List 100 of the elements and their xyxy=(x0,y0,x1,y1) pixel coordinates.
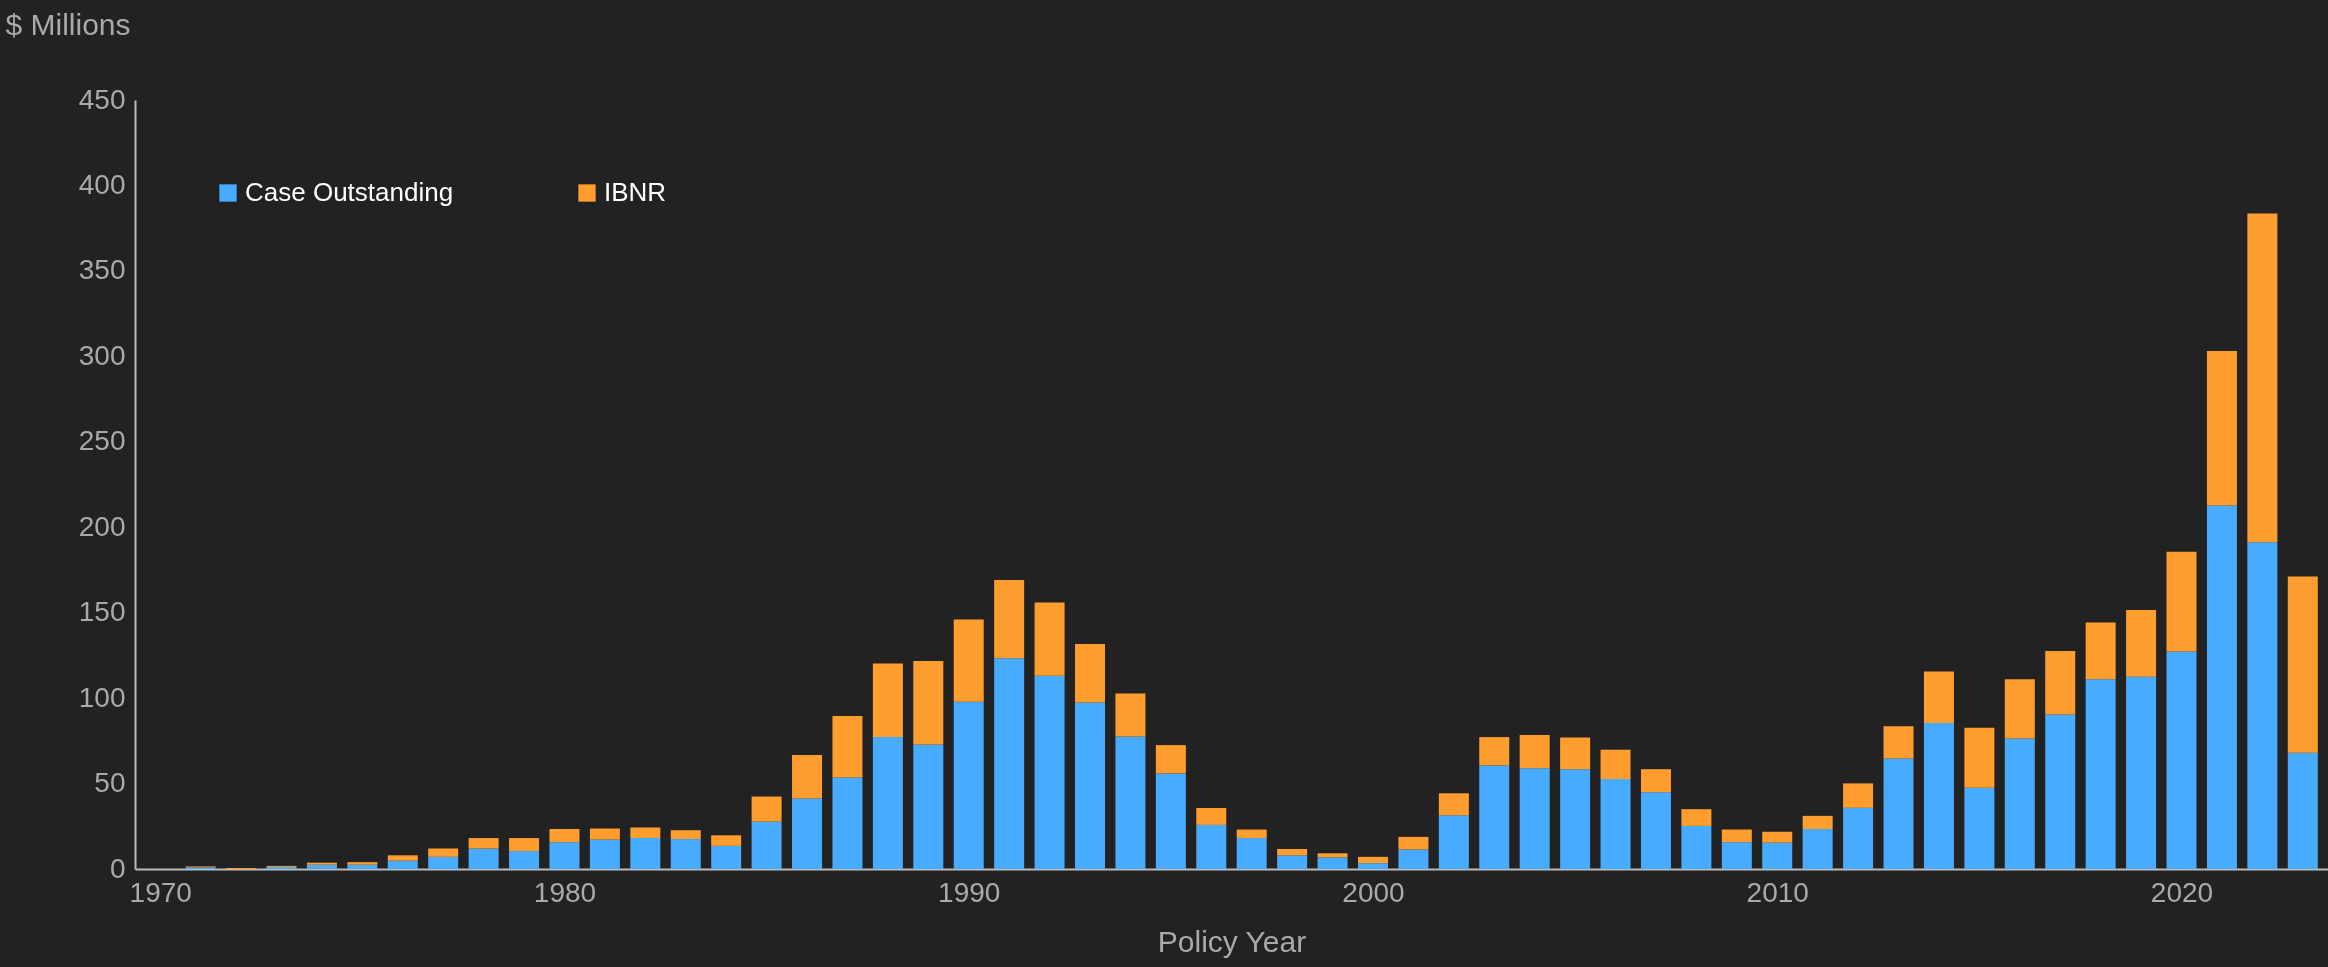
y-tick-label: 450 xyxy=(78,83,126,115)
bar xyxy=(1438,815,1469,869)
bar xyxy=(711,835,742,846)
bar xyxy=(1640,769,1671,793)
y-tick-label: 400 xyxy=(78,168,126,200)
bar xyxy=(1075,644,1106,703)
y-tick-label: 150 xyxy=(78,596,126,628)
bar xyxy=(994,580,1025,659)
bar xyxy=(2206,351,2237,506)
bar xyxy=(1560,769,1591,869)
bar xyxy=(1681,809,1712,826)
x-tick-label: 1990 xyxy=(938,876,1001,908)
bar xyxy=(1236,838,1267,869)
bar xyxy=(306,864,337,869)
bar xyxy=(2247,213,2278,543)
bar xyxy=(1964,727,1995,788)
bar xyxy=(832,716,863,778)
bar xyxy=(1721,842,1752,869)
bar xyxy=(1317,853,1348,858)
bar xyxy=(387,855,418,861)
bar xyxy=(468,848,499,869)
bar xyxy=(670,839,701,869)
bar xyxy=(2004,679,2035,739)
bar xyxy=(751,821,782,869)
y-tick-label: 50 xyxy=(94,767,126,799)
bar xyxy=(1479,765,1510,869)
bar xyxy=(630,838,661,869)
bar xyxy=(1398,836,1429,850)
bar xyxy=(306,862,337,865)
bar xyxy=(2004,738,2035,869)
bar xyxy=(1196,824,1227,869)
bar xyxy=(792,755,823,799)
bar xyxy=(1398,849,1429,869)
bar xyxy=(1600,779,1631,869)
bar xyxy=(2287,576,2318,753)
bar xyxy=(670,830,701,840)
x-tick-label: 1970 xyxy=(129,876,192,908)
bar xyxy=(509,838,540,852)
bar xyxy=(1115,736,1146,869)
bar xyxy=(1964,787,1995,869)
bar xyxy=(953,701,984,869)
y-tick-label: 0 xyxy=(109,852,126,884)
bar xyxy=(751,796,782,822)
bar xyxy=(1519,735,1550,769)
bar xyxy=(2126,609,2157,677)
bar xyxy=(913,661,944,745)
bar xyxy=(913,744,944,869)
y-tick-label: 250 xyxy=(78,425,126,457)
bar xyxy=(2287,752,2318,869)
bar xyxy=(509,851,540,869)
bar xyxy=(1034,602,1065,676)
bar xyxy=(1762,831,1793,843)
y-tick-label: 100 xyxy=(78,681,126,713)
bar xyxy=(1438,793,1469,816)
bar xyxy=(347,862,378,865)
bar xyxy=(792,798,823,869)
bar xyxy=(1115,693,1146,737)
x-tick-label: 1980 xyxy=(533,876,597,908)
bar xyxy=(1317,857,1348,869)
bar xyxy=(2045,714,2076,869)
bar xyxy=(589,828,620,840)
bar xyxy=(953,619,984,702)
x-axis-title: Policy Year xyxy=(1157,924,1307,958)
bar xyxy=(1277,849,1308,856)
y-tick-label: 300 xyxy=(78,339,126,371)
bar xyxy=(1923,722,1954,869)
bar xyxy=(2126,676,2157,869)
bar xyxy=(1519,768,1550,869)
bar xyxy=(549,829,580,843)
bar xyxy=(2247,542,2278,869)
bar xyxy=(711,845,742,869)
bar xyxy=(2045,650,2076,715)
x-tick-label: 2000 xyxy=(1342,876,1405,908)
bar xyxy=(2085,679,2116,869)
bar xyxy=(872,737,903,869)
bar xyxy=(428,848,459,857)
bar xyxy=(1196,807,1227,825)
bar xyxy=(1802,829,1833,869)
bar xyxy=(1560,737,1591,770)
bar xyxy=(1802,815,1833,830)
bar xyxy=(1762,842,1793,869)
bar xyxy=(549,842,580,869)
bar xyxy=(1479,737,1510,766)
legend-label: Case Outstanding xyxy=(245,177,454,207)
bar xyxy=(1721,829,1752,843)
bar xyxy=(2166,651,2197,869)
bar xyxy=(2206,505,2237,869)
bar xyxy=(589,839,620,869)
bar xyxy=(1155,745,1186,774)
bar xyxy=(387,860,418,869)
bar xyxy=(1681,825,1712,869)
bar xyxy=(1075,702,1106,869)
y-tick-label: 200 xyxy=(78,510,126,542)
bar xyxy=(1843,783,1874,808)
y-tick-label: 350 xyxy=(78,254,126,286)
bar xyxy=(1357,856,1388,864)
bar xyxy=(1883,758,1914,869)
bar xyxy=(1155,773,1186,869)
bar xyxy=(1034,675,1065,869)
bar xyxy=(1883,726,1914,759)
